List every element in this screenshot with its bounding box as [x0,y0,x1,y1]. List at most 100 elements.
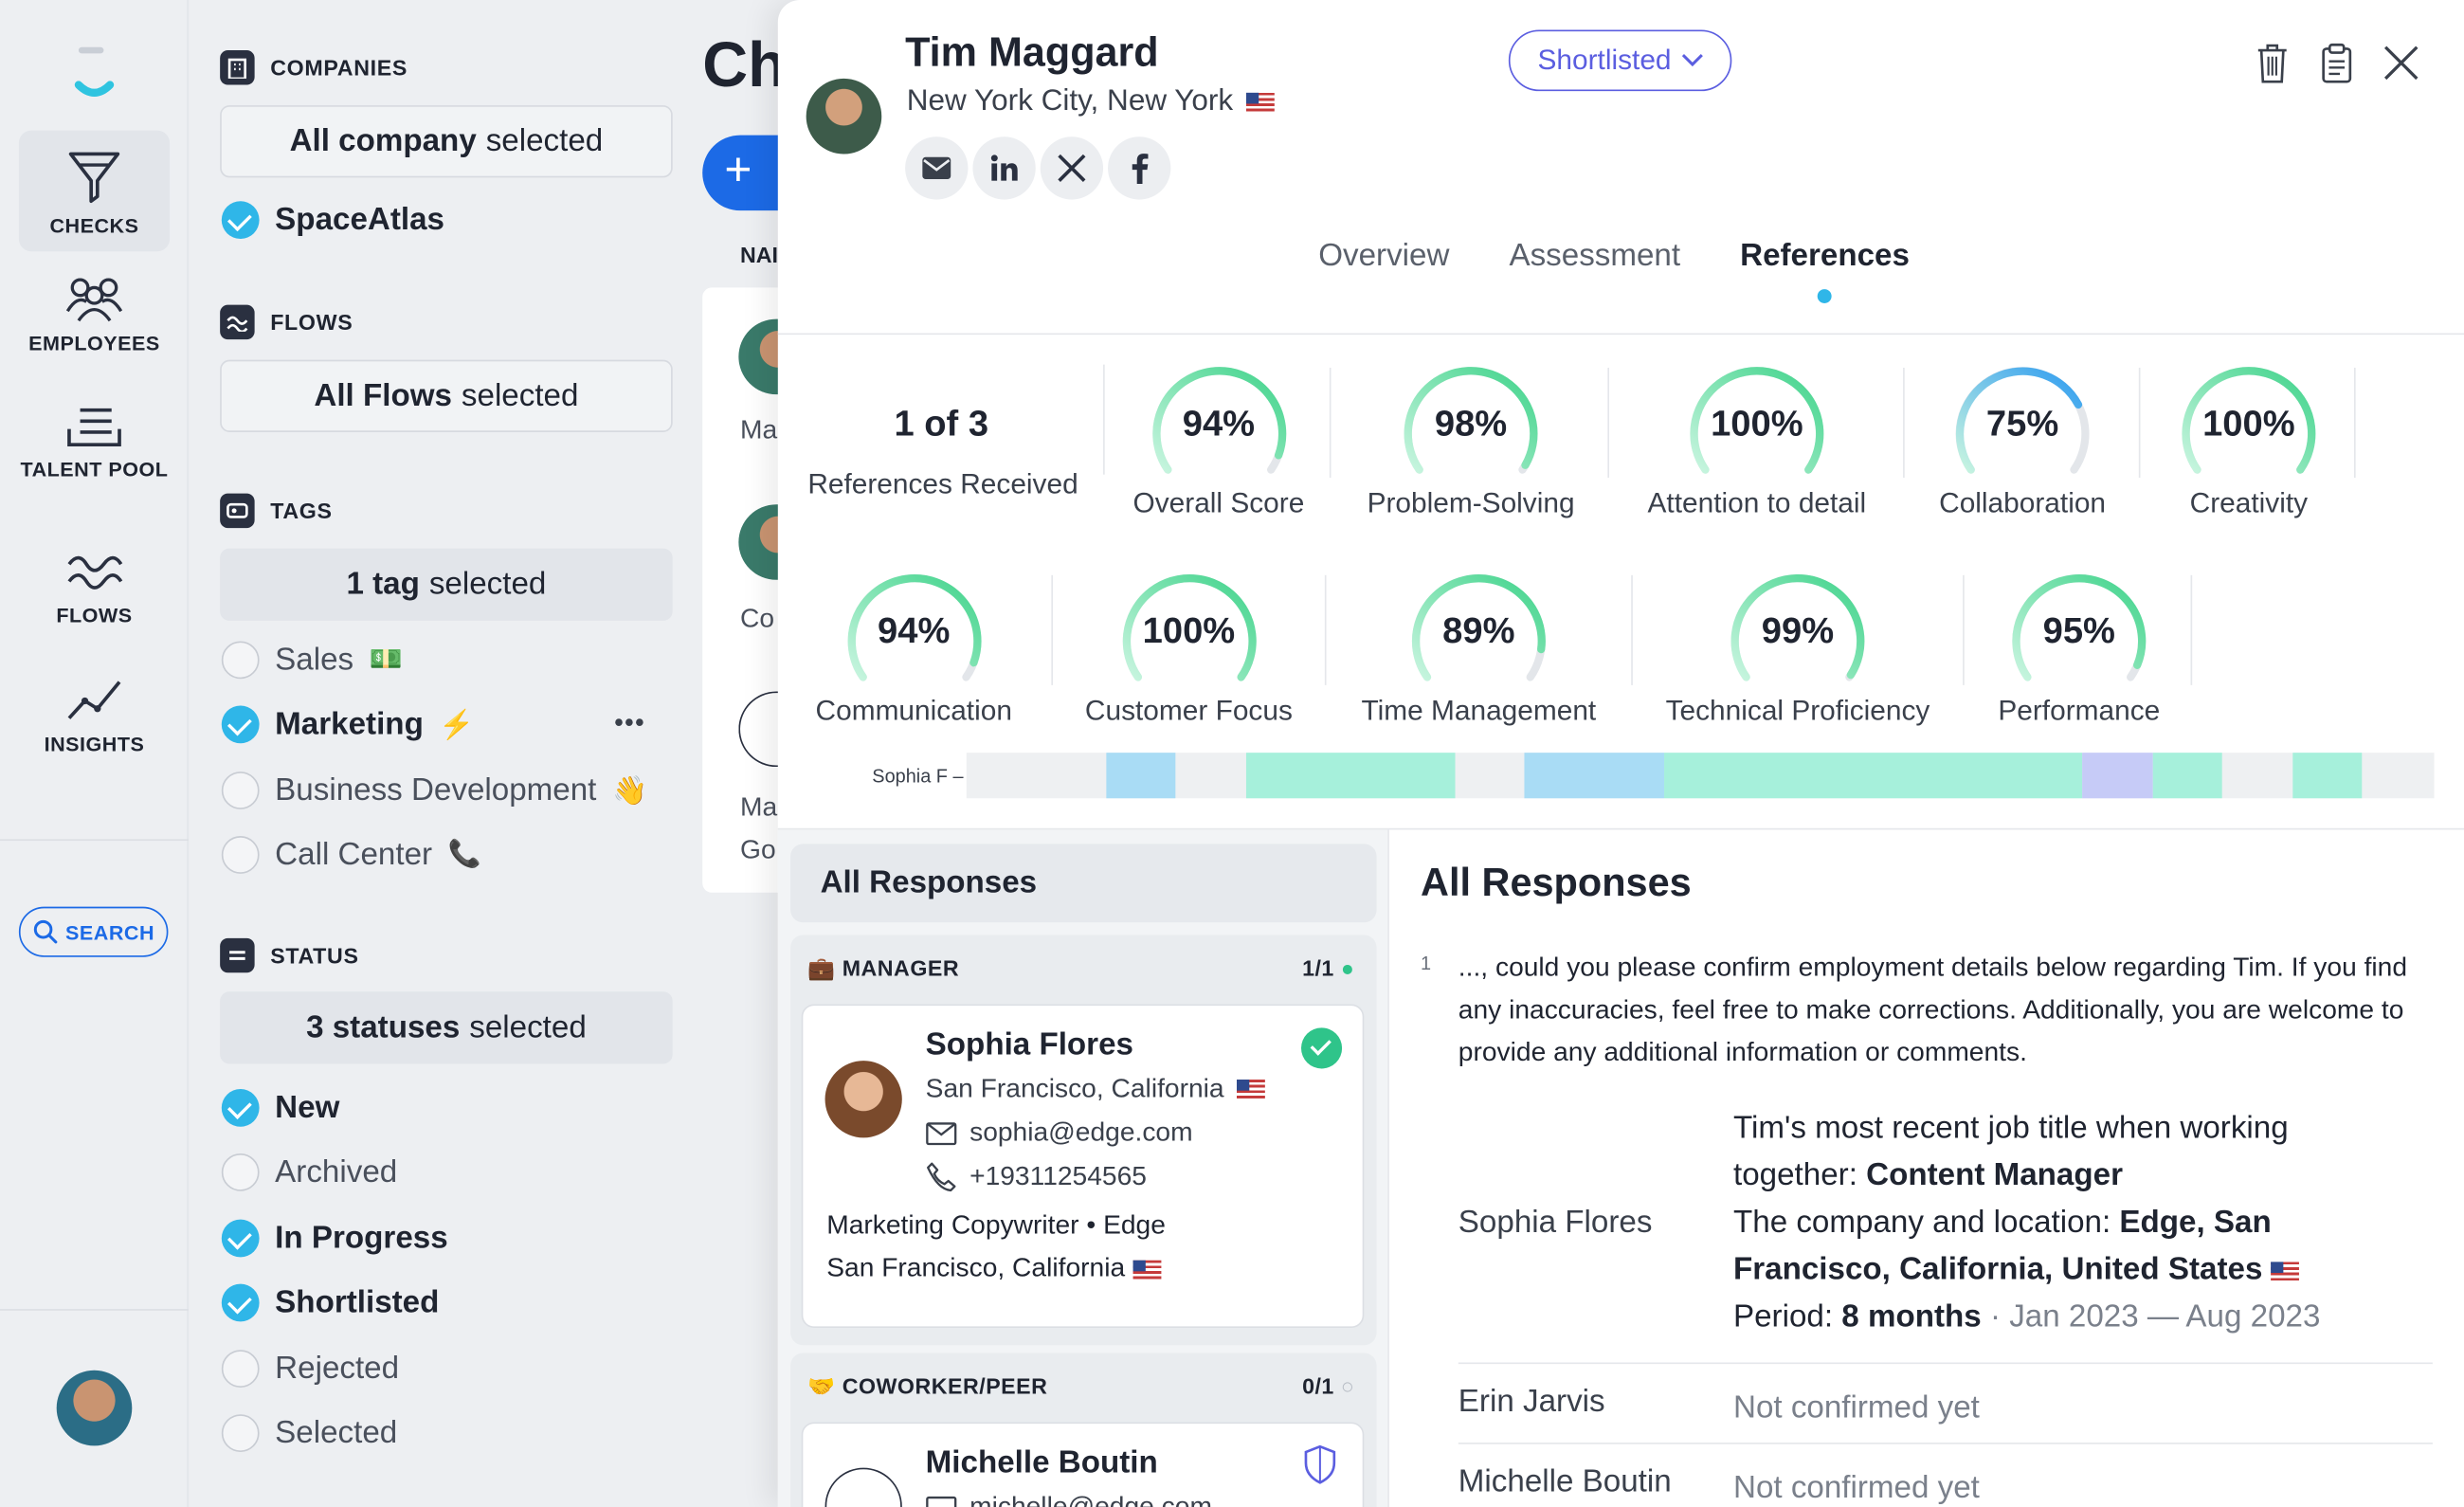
metric-divider [1103,364,1105,475]
tab-assessment[interactable]: Assessment [1509,239,1681,274]
checkbox[interactable] [221,1153,260,1191]
tab-references[interactable]: References [1740,239,1910,274]
section-divider [777,827,2464,830]
tag-checkbox-sales[interactable]: Sales 💵 [221,641,403,680]
facebook-icon[interactable] [1108,136,1171,200]
nav-employees[interactable]: EMPLOYEES [19,273,170,354]
mail-icon [926,1496,957,1507]
checkbox[interactable] [221,641,260,680]
email-icon[interactable] [905,136,969,200]
timeline-label: Sophia F – [872,765,964,788]
app-logo-icon[interactable] [72,44,116,100]
nav-checks[interactable]: CHECKS [18,130,171,252]
checkbox[interactable] [221,1414,260,1452]
list-column-header: NAI [740,242,779,267]
status-checkbox-selected[interactable]: Selected [221,1414,397,1452]
column-divider [1387,829,1389,1507]
status-checkbox-shortlisted[interactable]: Shortlisted [221,1283,439,1322]
checkbox[interactable] [221,772,260,809]
inbox-list-icon [67,408,121,447]
search-button[interactable]: SEARCH [18,906,169,957]
search-icon [33,919,57,944]
timeline-segment [1524,753,1665,799]
question-text: ..., could you please confirm employment… [1458,952,2408,1067]
list-row-text[interactable]: Ma [740,414,778,445]
score-metric: 94% Overall Score [1114,361,1324,519]
linkedin-icon[interactable] [972,136,1036,200]
building-icon [220,50,255,85]
companies-select[interactable]: All company selected [220,105,673,178]
peer-group: 🤝 COWORKER/PEER 0/1 ○ Michelle Boutin mi… [790,1353,1377,1507]
checkbox[interactable] [221,836,260,874]
checkbox-checked[interactable] [221,201,260,240]
clipboard-icon[interactable] [2321,43,2352,83]
flows-select[interactable]: All Flows selected [220,359,673,432]
question-number: 1 [1421,952,1432,974]
metric-divider [1631,574,1633,685]
score-value: 94% [1182,402,1256,444]
nav-flows[interactable]: FLOWS [19,549,170,627]
timeline-segment [1106,753,1176,799]
x-twitter-icon[interactable] [1040,136,1104,200]
score-value: 98% [1434,402,1508,444]
nav-label: INSIGHTS [44,732,145,756]
candidate-location: New York City, New York [907,85,1275,119]
company-checkbox-spaceatlas[interactable]: SpaceAtlas [221,201,444,240]
reference-phone[interactable]: +19311254565 [926,1161,1147,1192]
metric-divider [2190,574,2193,685]
trash-icon[interactable] [2256,43,2288,83]
reference-card[interactable]: Michelle Boutin michelle@edge.com [801,1422,1365,1507]
user-avatar[interactable] [56,1370,133,1446]
reference-email[interactable]: sophia@edge.com [926,1117,1193,1149]
score-value: 95% [2042,609,2115,651]
score-label: Customer Focus [1084,694,1293,726]
reference-card[interactable]: Sophia Flores San Francisco, California … [801,1004,1365,1329]
checkbox-checked[interactable] [221,705,260,744]
people-icon [65,278,123,322]
metric-divider [1051,574,1053,685]
mail-icon [926,1121,957,1145]
metric-divider [1324,574,1327,685]
metric-divider [1329,367,1332,479]
score-metric: 89% Time Management [1331,569,1626,727]
status-dropdown[interactable]: Shortlisted [1508,29,1732,92]
tag-checkbox-business-development[interactable]: Business Development 👋 [221,772,647,809]
list-row-text[interactable]: Ma [740,791,778,823]
list-row-text[interactable]: Go [740,834,776,864]
checkbox-checked[interactable] [221,1219,260,1258]
close-icon[interactable] [2382,44,2420,82]
score-gauge: 89% [1406,569,1551,695]
nav-talent-pool[interactable]: TALENT POOL [19,402,170,481]
status-checkbox-archived[interactable]: Archived [221,1153,397,1191]
reference-email[interactable]: michelle@edge.com [926,1491,1212,1507]
nav-insights[interactable]: INSIGHTS [19,674,170,755]
status-select[interactable]: 3 statuses selected [220,991,673,1064]
list-row-text[interactable]: Co [740,603,775,634]
checkbox-checked[interactable] [221,1088,260,1127]
tag-checkbox-marketing[interactable]: Marketing ⚡ [221,705,475,744]
reference-employment: Marketing Copywriter • Edge San Francisc… [826,1209,1166,1282]
nav-label: TALENT POOL [20,457,169,481]
status-checkbox-rejected[interactable]: Rejected [221,1350,399,1389]
all-responses-tab[interactable]: All Responses [790,844,1377,923]
more-options-icon[interactable]: ••• [614,710,646,737]
checkbox[interactable] [221,1350,260,1389]
metric-divider [2353,367,2356,479]
main-nav: CHECKS EMPLOYEES TALENT POOL FLOWS INSIG… [0,0,189,1507]
score-value: 99% [1761,609,1835,651]
trend-icon [67,681,121,719]
us-flag-icon [1245,92,1275,112]
status-checkbox-new[interactable]: New [221,1088,339,1127]
status-checkbox-in-progress[interactable]: In Progress [221,1219,448,1258]
tag-checkbox-call-center[interactable]: Call Center 📞 [221,836,481,874]
reference-name: Michelle Boutin [925,1445,1158,1480]
checkbox-checked[interactable] [221,1283,260,1322]
placeholder-avatar-icon [824,1467,902,1507]
tab-overview[interactable]: Overview [1318,239,1450,274]
responder-name: Sophia Flores [1458,1205,1653,1241]
tags-select[interactable]: 1 tag selected [220,548,673,621]
responses-title: All Responses [1421,861,1692,906]
group-header: 💼 MANAGER 1/1 ● [807,955,1355,981]
phone-icon [927,1162,956,1192]
nav-label: FLOWS [56,603,133,627]
